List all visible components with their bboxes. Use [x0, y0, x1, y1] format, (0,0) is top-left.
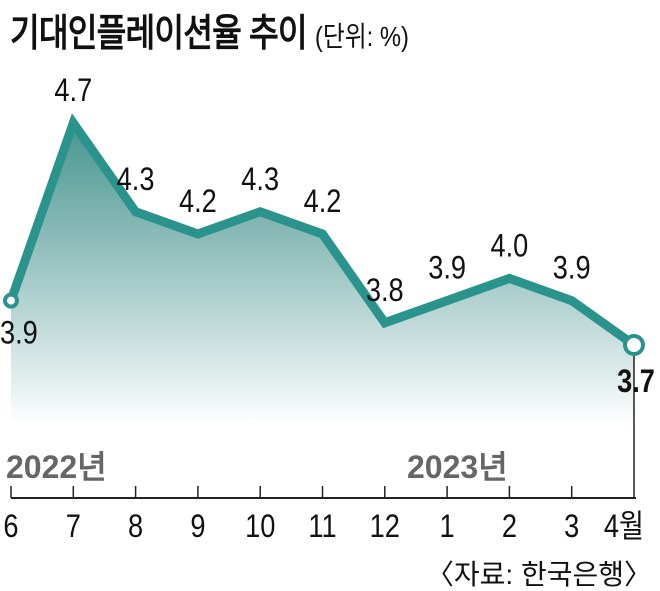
data-label: 4.2 [179, 184, 217, 220]
x-tick-label: 11 [308, 509, 336, 545]
series-line [6, 113, 637, 349]
x-tick-label: 8 [128, 509, 143, 545]
data-label: 3.9 [0, 316, 38, 352]
x-tick-label: 9 [190, 509, 205, 545]
data-label: 4.7 [54, 73, 92, 109]
area-fill [11, 123, 634, 425]
unit-label: (단위: %) [314, 21, 409, 52]
year-label-2023: 2023년 [407, 449, 508, 485]
data-point-marker [3, 292, 19, 309]
x-tick-label: 3 [564, 509, 579, 545]
chart-title: 기대인플레이션율 추이 (단위: %) [10, 2, 409, 57]
x-tick-label: 12 [370, 509, 400, 545]
data-label: 3.8 [366, 273, 404, 309]
data-label: 4.3 [241, 162, 279, 198]
data-point-marker [623, 334, 645, 356]
x-tick-label: 4월 [604, 509, 644, 545]
data-label: 4.0 [490, 228, 528, 264]
data-label: 4.2 [304, 184, 342, 220]
data-label: 3.9 [428, 251, 466, 287]
x-tick-label: 2 [502, 509, 517, 545]
source-note: 〈자료: 한국은행〉 [426, 559, 652, 590]
x-tick-label: 6 [3, 509, 18, 545]
data-label-highlight: 3.7 [617, 364, 655, 400]
x-tick-label: 10 [245, 509, 275, 545]
title-text: 기대인플레이션율 추이 [10, 13, 308, 55]
data-label: 3.9 [553, 251, 591, 287]
x-tick-label: 1 [440, 509, 455, 545]
data-label: 4.3 [117, 162, 155, 198]
x-tick-label: 7 [66, 509, 81, 545]
year-label-2022: 2022년 [6, 449, 107, 485]
